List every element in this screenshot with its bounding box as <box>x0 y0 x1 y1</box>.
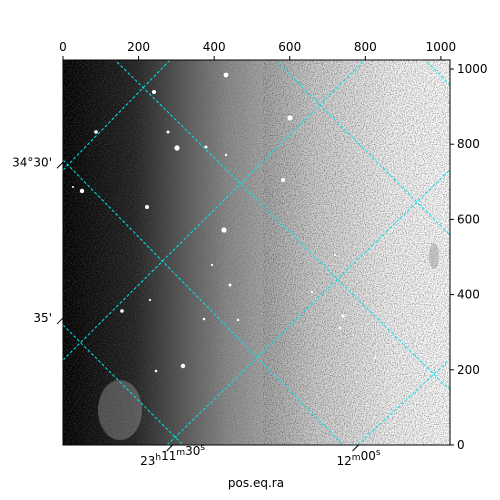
right-tick-label: 1000 <box>457 62 488 76</box>
star <box>94 130 98 134</box>
top-tick-label: 200 <box>127 40 150 54</box>
coordinate-grid <box>63 60 450 445</box>
right-tick-label: 800 <box>457 137 480 151</box>
dec-tick-mark <box>56 161 64 169</box>
grid-line <box>356 358 450 445</box>
star <box>210 263 214 267</box>
ra-tick-label: 23h11m30s <box>140 443 205 468</box>
star <box>334 254 336 256</box>
ra-tick-mark <box>166 444 173 452</box>
ra-tick-label: 12m00s <box>337 448 381 468</box>
grid-line <box>114 60 450 391</box>
right-tick-label: 0 <box>457 438 465 452</box>
star <box>310 290 314 294</box>
dec-tick-mark <box>56 317 64 325</box>
right-tick-label: 200 <box>457 363 480 377</box>
right-tick-label: 400 <box>457 288 480 302</box>
star <box>180 363 186 369</box>
sky-noise-light <box>63 60 263 445</box>
star <box>148 298 152 302</box>
faint-blob <box>429 243 439 269</box>
star <box>228 283 232 287</box>
x-axis-label: pos.eq.ra <box>228 476 284 490</box>
star <box>338 326 342 330</box>
star <box>154 369 158 373</box>
star <box>72 186 74 188</box>
star <box>204 145 208 149</box>
top-tick-label: 800 <box>354 40 377 54</box>
nebula-patch <box>98 380 142 440</box>
star <box>236 318 240 322</box>
top-tick-label: 0 <box>59 40 67 54</box>
pixel-axes-ticks: 0 200 400 600 800 1000 0 200 400 600 800 1000 <box>59 40 487 452</box>
grid-line <box>63 60 171 171</box>
star <box>79 188 85 194</box>
ra-tick-mark <box>352 444 359 452</box>
world-axes-ticks: 23h11m30s 12m00s 34°30' 35' <box>12 155 381 468</box>
grid-line <box>63 60 366 361</box>
star <box>145 205 149 209</box>
plot-frame <box>62 59 451 446</box>
image-panel <box>63 60 450 445</box>
right-tick-label: 600 <box>457 212 480 226</box>
star <box>174 145 180 151</box>
stars <box>72 72 439 440</box>
star <box>224 153 228 157</box>
dec-tick-label: 34°30' <box>12 155 52 169</box>
star <box>281 178 285 182</box>
star <box>221 227 227 233</box>
star <box>373 356 377 360</box>
dec-tick-label: 35' <box>33 311 52 325</box>
grid-line <box>63 159 344 445</box>
star <box>341 314 345 318</box>
top-tick-label: 400 <box>203 40 226 54</box>
star <box>120 309 124 313</box>
top-tick-label: 1000 <box>426 40 457 54</box>
top-tick-label: 600 <box>278 40 301 54</box>
star <box>152 90 156 94</box>
star <box>202 317 206 321</box>
star <box>166 130 170 134</box>
star <box>287 115 293 121</box>
star <box>223 72 229 78</box>
